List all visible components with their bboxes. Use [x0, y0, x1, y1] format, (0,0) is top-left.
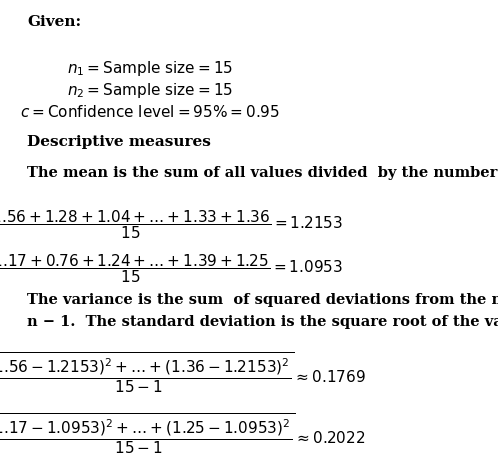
Text: n − 1.  The standard deviation is the square root of the variance:: n − 1. The standard deviation is the squ…	[27, 315, 498, 329]
Text: $n_2 = \mathrm{Sample\ size} = 15$: $n_2 = \mathrm{Sample\ size} = 15$	[67, 81, 233, 100]
Text: $\bar{x}_1 = \dfrac{1.56 + 1.28 + 1.04 + \ldots + 1.33 + 1.36}{15} = 1.2153$: $\bar{x}_1 = \dfrac{1.56 + 1.28 + 1.04 +…	[0, 208, 344, 241]
Text: $s_2 = \sqrt{\dfrac{(1.17 - 1.0953)^2 + \ldots + (1.25 - 1.0953)^2}{15 - 1}} \ap: $s_2 = \sqrt{\dfrac{(1.17 - 1.0953)^2 + …	[0, 411, 366, 455]
Text: Given:: Given:	[27, 15, 81, 29]
Text: The mean is the sum of all values divided  by the number of values:: The mean is the sum of all values divide…	[27, 166, 498, 180]
Text: $c = \mathrm{Confidence\ level} = 95\% = 0.95$: $c = \mathrm{Confidence\ level} = 95\% =…	[20, 104, 280, 120]
Text: $n_1 = \mathrm{Sample\ size} = 15$: $n_1 = \mathrm{Sample\ size} = 15$	[67, 59, 233, 78]
Text: $s_1 = \sqrt{\dfrac{(1.56 - 1.2153)^2 + \ldots + (1.36 - 1.2153)^2}{15 - 1}} \ap: $s_1 = \sqrt{\dfrac{(1.56 - 1.2153)^2 + …	[0, 350, 366, 394]
Text: The variance is the sum  of squared deviations from the mean divided  by: The variance is the sum of squared devia…	[27, 293, 498, 307]
Text: $\bar{x}_2 = \dfrac{1.17 + 0.76 + 1.24 + \ldots + 1.39 + 1.25}{15} = 1.0953$: $\bar{x}_2 = \dfrac{1.17 + 0.76 + 1.24 +…	[0, 253, 343, 286]
Text: Descriptive measures: Descriptive measures	[27, 135, 211, 149]
